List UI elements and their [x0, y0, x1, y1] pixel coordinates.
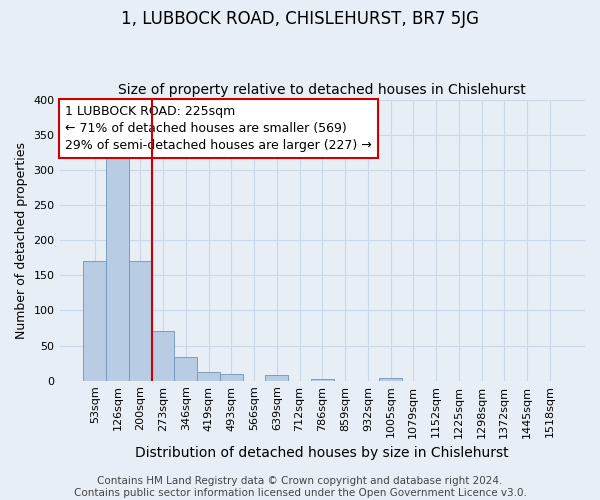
Text: 1, LUBBOCK ROAD, CHISLEHURST, BR7 5JG: 1, LUBBOCK ROAD, CHISLEHURST, BR7 5JG — [121, 10, 479, 28]
X-axis label: Distribution of detached houses by size in Chislehurst: Distribution of detached houses by size … — [136, 446, 509, 460]
Bar — [106, 152, 129, 380]
Text: 1 LUBBOCK ROAD: 225sqm
← 71% of detached houses are smaller (569)
29% of semi-de: 1 LUBBOCK ROAD: 225sqm ← 71% of detached… — [65, 105, 371, 152]
Bar — [83, 261, 106, 380]
Bar — [197, 372, 220, 380]
Bar — [311, 378, 334, 380]
Bar — [265, 375, 288, 380]
Bar — [220, 374, 242, 380]
Text: Contains HM Land Registry data © Crown copyright and database right 2024.
Contai: Contains HM Land Registry data © Crown c… — [74, 476, 526, 498]
Bar — [129, 261, 152, 380]
Bar — [175, 358, 197, 380]
Bar — [379, 378, 402, 380]
Y-axis label: Number of detached properties: Number of detached properties — [15, 142, 28, 338]
Title: Size of property relative to detached houses in Chislehurst: Size of property relative to detached ho… — [118, 83, 526, 97]
Bar — [152, 332, 175, 380]
